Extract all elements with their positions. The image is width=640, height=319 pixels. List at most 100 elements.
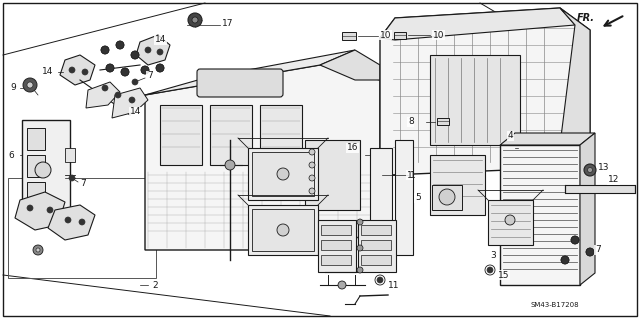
- Circle shape: [357, 267, 363, 273]
- Circle shape: [156, 64, 164, 72]
- Text: 1: 1: [410, 170, 416, 180]
- FancyBboxPatch shape: [197, 69, 283, 97]
- Bar: [248, 148, 318, 200]
- Circle shape: [36, 248, 40, 252]
- Circle shape: [277, 224, 289, 236]
- Bar: [358, 220, 396, 272]
- Text: FR.: FR.: [577, 13, 595, 23]
- Polygon shape: [86, 82, 120, 108]
- Text: 12: 12: [608, 175, 620, 184]
- Text: SM43-B17208: SM43-B17208: [531, 302, 579, 308]
- Polygon shape: [555, 8, 590, 168]
- Bar: [248, 205, 318, 255]
- Circle shape: [129, 97, 135, 103]
- Text: 1: 1: [407, 170, 413, 180]
- Circle shape: [35, 162, 51, 178]
- Circle shape: [377, 277, 383, 283]
- Text: 13: 13: [598, 164, 609, 173]
- Circle shape: [584, 164, 596, 176]
- Bar: [252, 209, 314, 251]
- Polygon shape: [145, 65, 380, 250]
- Circle shape: [586, 248, 594, 256]
- Circle shape: [145, 47, 151, 53]
- Text: 8: 8: [408, 117, 413, 127]
- Bar: [565, 185, 635, 193]
- Circle shape: [588, 167, 593, 173]
- Circle shape: [79, 219, 85, 225]
- Bar: [65, 148, 75, 162]
- Circle shape: [309, 175, 315, 181]
- Bar: [361, 225, 391, 235]
- Circle shape: [27, 205, 33, 211]
- Text: 7: 7: [147, 71, 153, 80]
- Text: 4: 4: [508, 131, 514, 140]
- Text: 9: 9: [10, 84, 16, 93]
- Circle shape: [101, 46, 109, 54]
- Circle shape: [188, 13, 202, 27]
- Circle shape: [27, 82, 33, 88]
- Circle shape: [309, 188, 315, 194]
- Text: 3: 3: [490, 250, 496, 259]
- Circle shape: [69, 67, 75, 73]
- Polygon shape: [136, 35, 170, 65]
- Polygon shape: [15, 192, 65, 230]
- Circle shape: [121, 68, 129, 76]
- Bar: [430, 55, 520, 145]
- Polygon shape: [500, 133, 595, 145]
- Bar: [370, 148, 392, 248]
- Bar: [488, 200, 533, 245]
- Bar: [321, 225, 351, 235]
- Circle shape: [309, 162, 315, 168]
- Bar: [260, 105, 302, 165]
- Circle shape: [132, 79, 138, 85]
- Polygon shape: [380, 8, 590, 175]
- Text: 7: 7: [80, 180, 86, 189]
- Bar: [22, 120, 70, 210]
- Text: 10: 10: [380, 31, 392, 40]
- Circle shape: [309, 149, 315, 155]
- Text: 14: 14: [155, 35, 166, 44]
- Circle shape: [192, 17, 198, 23]
- Polygon shape: [580, 133, 595, 285]
- Polygon shape: [320, 50, 380, 80]
- Circle shape: [116, 41, 124, 49]
- Bar: [432, 185, 462, 210]
- Circle shape: [33, 245, 43, 255]
- Circle shape: [23, 78, 37, 92]
- Text: 5: 5: [415, 194, 420, 203]
- Circle shape: [338, 281, 346, 289]
- Circle shape: [47, 207, 53, 213]
- Circle shape: [225, 160, 235, 170]
- Bar: [361, 255, 391, 265]
- Bar: [27, 182, 45, 200]
- Circle shape: [487, 267, 493, 273]
- Circle shape: [277, 168, 289, 180]
- Circle shape: [439, 189, 455, 205]
- Bar: [395, 140, 413, 255]
- Bar: [437, 118, 449, 125]
- Text: 16: 16: [346, 144, 358, 152]
- Bar: [394, 32, 406, 39]
- Circle shape: [571, 236, 579, 244]
- Bar: [27, 128, 45, 150]
- Polygon shape: [145, 50, 355, 95]
- Circle shape: [505, 215, 515, 225]
- Circle shape: [102, 85, 108, 91]
- Circle shape: [115, 92, 121, 98]
- Circle shape: [69, 175, 75, 181]
- Bar: [321, 240, 351, 250]
- Circle shape: [561, 256, 569, 264]
- Polygon shape: [60, 55, 95, 85]
- Circle shape: [357, 219, 363, 225]
- Circle shape: [157, 49, 163, 55]
- Bar: [27, 155, 45, 177]
- Circle shape: [106, 64, 114, 72]
- Circle shape: [65, 217, 71, 223]
- Bar: [8, 178, 156, 278]
- Text: 14: 14: [130, 108, 141, 116]
- Polygon shape: [48, 205, 95, 240]
- Circle shape: [357, 245, 363, 251]
- Bar: [500, 145, 580, 285]
- Text: 11: 11: [388, 280, 399, 290]
- Bar: [430, 155, 485, 215]
